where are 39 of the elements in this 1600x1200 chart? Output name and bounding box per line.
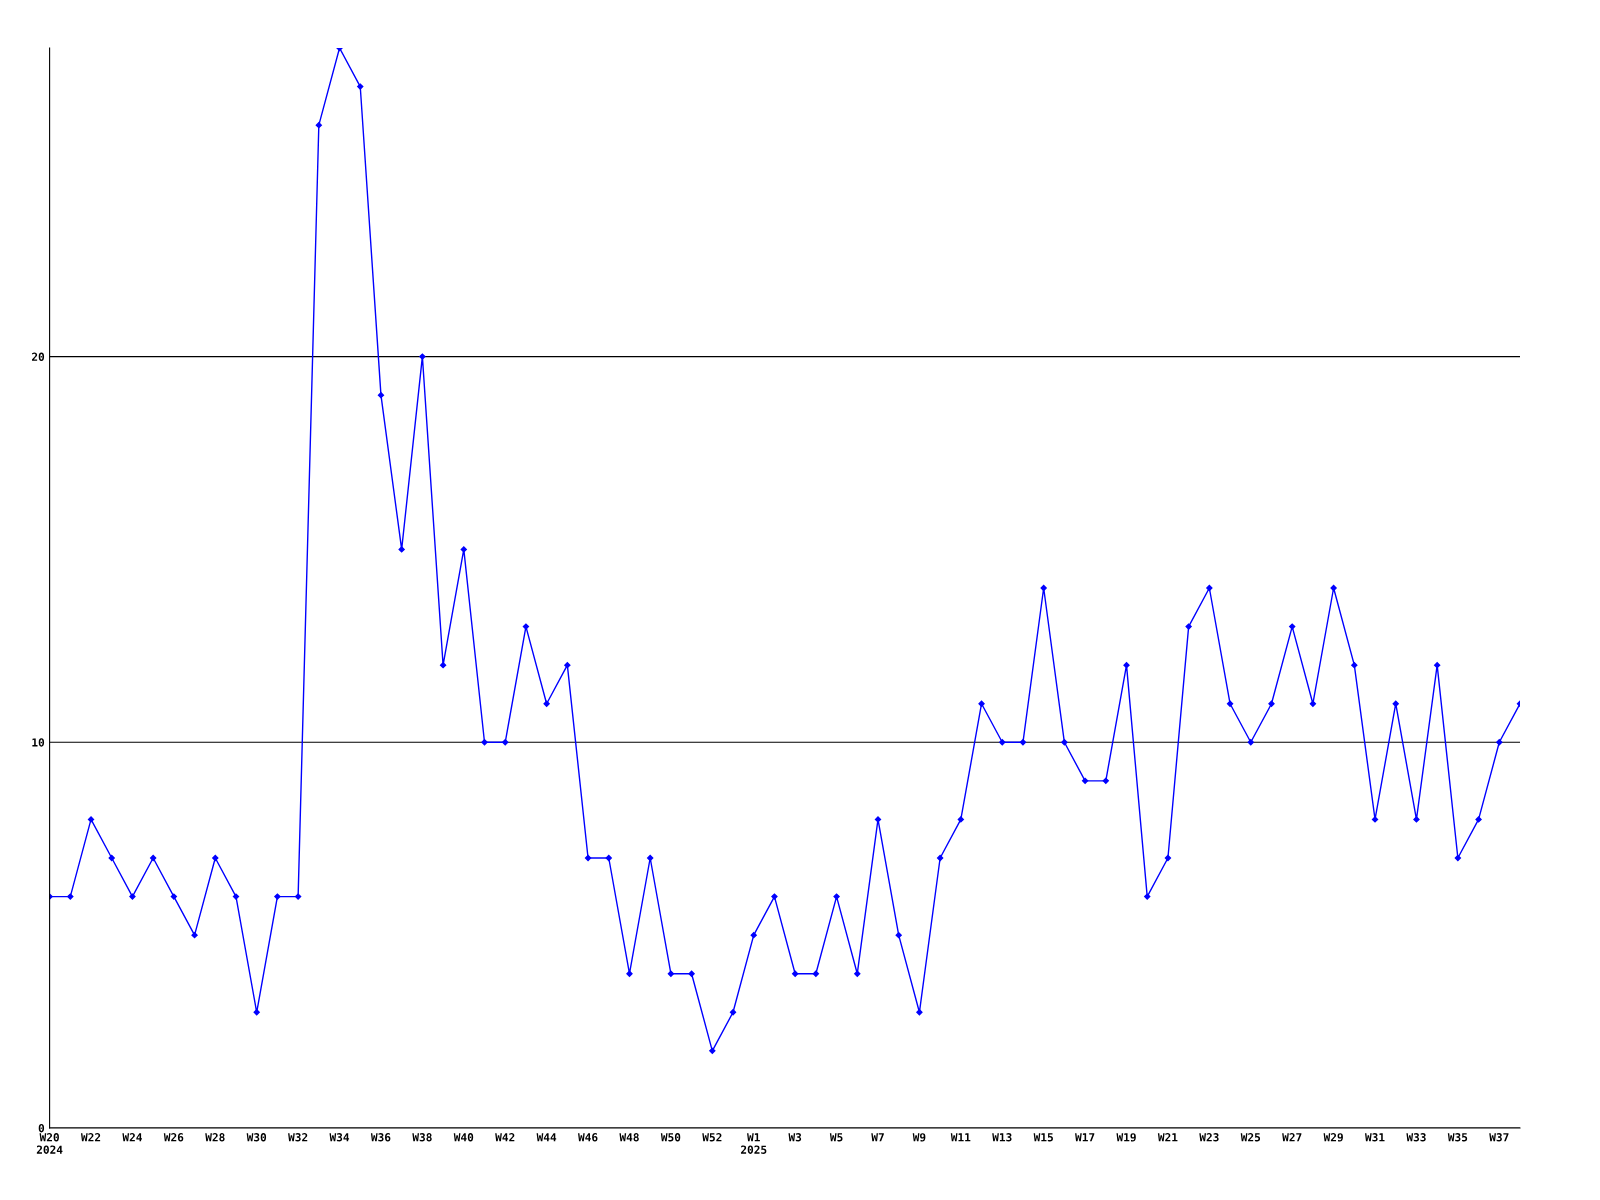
x-tick-label: W17: [1075, 1133, 1095, 1142]
x-tick-label: W7: [871, 1133, 884, 1142]
x-tick-label: W50: [660, 1133, 681, 1142]
x-tick-label: W34: [329, 1133, 350, 1142]
x-tick-label: W35: [1447, 1133, 1468, 1142]
x-tick-label: W27: [1282, 1133, 1302, 1142]
x-tick-label: W52: [702, 1133, 722, 1142]
x-tick-label: W31: [1365, 1133, 1385, 1142]
x-tick-label: W37: [1489, 1133, 1509, 1142]
x-tick-label: W9: [912, 1133, 926, 1142]
x-tick-label: W30: [246, 1133, 267, 1142]
x-tick-label: W28: [205, 1133, 225, 1142]
x-tick-label: W13: [992, 1133, 1012, 1142]
x-tick-label: W48: [619, 1133, 639, 1142]
x-tick-label: W25: [1240, 1133, 1261, 1142]
x-tick-label: W42: [495, 1133, 515, 1142]
x-tick-label: W36: [370, 1133, 391, 1142]
x-tick-label: W21: [1157, 1133, 1178, 1142]
x-tick-label: W23: [1199, 1133, 1219, 1142]
x-tick-label: W22: [80, 1133, 101, 1142]
x-tick-label: W38: [412, 1133, 432, 1142]
x-tick-label: W20 2024: [36, 1133, 63, 1154]
y-tick-label: 0: [38, 1123, 45, 1133]
x-tick-label: W15: [1033, 1133, 1053, 1142]
x-tick-label: W46: [578, 1133, 598, 1142]
x-tick-label: W19: [1116, 1133, 1136, 1142]
x-tick-label: W3: [788, 1133, 802, 1142]
x-tick-label: W29: [1323, 1133, 1343, 1142]
x-tick-label: W1 2025: [740, 1133, 767, 1154]
x-tick-label: W26: [163, 1133, 184, 1142]
x-tick-label: W40: [453, 1133, 474, 1142]
x-tick-label: W32: [288, 1133, 308, 1142]
x-tick-label: W5: [829, 1133, 843, 1142]
y-tick-label: 20: [31, 352, 45, 361]
x-tick-label: W44: [536, 1133, 557, 1142]
y-tick-label: 10: [32, 738, 45, 747]
x-tick-label: W11: [950, 1133, 971, 1142]
x-tick-label: W24: [122, 1133, 142, 1142]
x-tick-label: W33: [1406, 1133, 1426, 1142]
